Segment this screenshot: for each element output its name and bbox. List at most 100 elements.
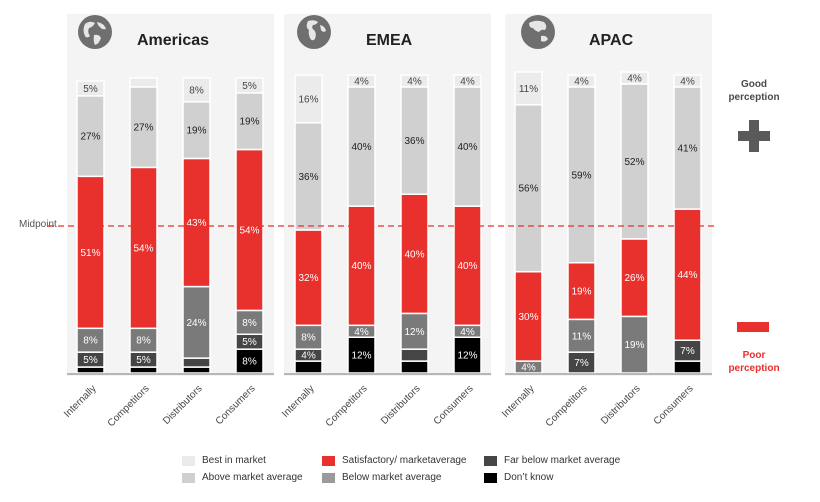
- data-label: 4%: [407, 76, 422, 87]
- data-label: 19%: [239, 117, 259, 128]
- data-label: 4%: [460, 76, 475, 87]
- data-label: 4%: [521, 363, 536, 374]
- data-label: 12%: [404, 327, 424, 338]
- data-label: 36%: [404, 136, 424, 147]
- bar-segment-dont-know: [401, 361, 428, 373]
- data-label: 24%: [186, 318, 206, 329]
- data-label: 5%: [83, 84, 98, 95]
- data-label: 19%: [624, 340, 644, 351]
- stacked-bar: 12% 4% 40% 40% 4%: [348, 75, 375, 373]
- stacked-bar: 4% 30% 56% 11%: [515, 72, 542, 374]
- legend-swatch-dont-know: [484, 473, 497, 483]
- data-label: 7%: [574, 358, 589, 369]
- bar-segment-dont-know: [674, 361, 701, 373]
- legend-swatch-above: [182, 473, 195, 483]
- data-label: 11%: [572, 331, 591, 342]
- data-label: 36%: [298, 172, 318, 183]
- bar-segment-dont-know: [77, 367, 104, 373]
- data-label: 5%: [242, 337, 257, 348]
- legend-item: Satisfactory/ marketaverage: [322, 455, 467, 466]
- data-label: 5%: [136, 355, 151, 366]
- legend-swatch-satisfactory: [322, 456, 335, 466]
- category-tick-label: Distributors: [161, 383, 205, 427]
- category-tick-label: Distributors: [599, 383, 643, 427]
- legend-swatch-best: [182, 456, 195, 466]
- bar-segment-dont-know: [183, 367, 210, 373]
- category-tick-label: Distributors: [379, 383, 423, 427]
- category-tick-label: Competitors: [544, 383, 590, 429]
- globe-icon: [296, 14, 332, 50]
- category-tick-label: Consumers: [652, 383, 696, 427]
- stacked-bar: 7% 11% 19% 59% 4%: [568, 75, 595, 373]
- data-label: 8%: [242, 318, 257, 329]
- data-label: 4%: [354, 327, 369, 338]
- data-label: 40%: [351, 261, 371, 272]
- data-label: 8%: [301, 333, 316, 344]
- legend-item: Below market average: [322, 472, 442, 483]
- legend-item: Above market average: [182, 472, 303, 483]
- data-label: 40%: [351, 142, 371, 153]
- stacked-bar-chart: 5%8%51%27%5%Internally5%8%54%27%Competit…: [0, 0, 820, 497]
- legend-label: Satisfactory/ marketaverage: [342, 455, 467, 466]
- data-label: 19%: [186, 126, 206, 137]
- data-label: 27%: [80, 132, 100, 143]
- midpoint-label: Midpoint: [19, 219, 57, 230]
- stacked-bar: 7% 44% 41% 4%: [674, 75, 701, 373]
- category-tick-label: Internally: [62, 383, 98, 419]
- data-label: 8%: [242, 357, 257, 368]
- minus-icon: [737, 322, 769, 332]
- plus-icon: [738, 120, 770, 152]
- globe-icon: [520, 14, 556, 50]
- stacked-bar: 24% 43% 19% 8%: [183, 78, 210, 373]
- data-label: 40%: [457, 261, 477, 272]
- data-label: 56%: [518, 184, 538, 195]
- category-tick-label: Internally: [280, 383, 316, 419]
- legend-label: Far below market average: [504, 455, 620, 466]
- bar-segment-far-below: [401, 349, 428, 361]
- stacked-bar: 4% 8% 32% 36% 16%: [295, 75, 322, 373]
- data-label: 54%: [133, 243, 153, 254]
- category-tick-label: Internally: [500, 383, 536, 419]
- legend-label: Best in market: [202, 455, 266, 466]
- data-label: 43%: [186, 218, 206, 229]
- legend-swatch-far-below: [484, 456, 497, 466]
- region-title-apac: APAC: [589, 32, 633, 50]
- category-tick-label: Consumers: [214, 383, 258, 427]
- data-label: 41%: [677, 144, 697, 155]
- legend-label: Above market average: [202, 472, 303, 483]
- region-title-americas: Americas: [137, 32, 209, 50]
- data-label: 54%: [239, 225, 259, 236]
- data-label: 30%: [518, 312, 538, 323]
- data-label: 40%: [404, 249, 424, 260]
- data-label: 52%: [624, 157, 644, 168]
- data-label: 32%: [298, 273, 318, 284]
- legend-item: Best in market: [182, 455, 266, 466]
- data-label: 16%: [298, 94, 318, 105]
- data-label: 4%: [680, 76, 695, 87]
- data-label: 44%: [677, 270, 697, 281]
- stacked-bar: 12% 40% 36% 4%: [401, 75, 428, 373]
- data-label: 8%: [136, 336, 151, 347]
- data-label: 4%: [574, 76, 589, 87]
- data-label: 40%: [457, 142, 477, 153]
- data-label: 19%: [571, 287, 591, 298]
- stacked-bar: 12% 4% 40% 40% 4%: [454, 75, 481, 373]
- data-label: 5%: [83, 355, 98, 366]
- stacked-bar: 19% 26% 52% 4%: [621, 72, 648, 373]
- legend-swatch-below: [322, 473, 335, 483]
- data-label: 4%: [301, 351, 316, 362]
- data-label: 4%: [460, 327, 475, 338]
- chart-stage: 5% 8% 51% 27% 5% Internally 5% 8% 54% 27% Competit…: [0, 0, 820, 497]
- data-label: 12%: [351, 351, 371, 362]
- legend-item: Don’t know: [484, 472, 553, 483]
- category-tick-label: Competitors: [324, 383, 370, 429]
- data-label: 26%: [624, 273, 644, 284]
- data-label: 4%: [627, 73, 642, 84]
- legend-item: Far below market average: [484, 455, 620, 466]
- bar-segment-dont-know: [130, 367, 157, 373]
- region-title-emea: EMEA: [366, 32, 412, 50]
- data-label: 8%: [189, 85, 204, 96]
- poor-perception-label: Poor perception: [724, 349, 784, 375]
- data-label: 7%: [680, 346, 695, 357]
- bar-segment-best: [130, 78, 157, 87]
